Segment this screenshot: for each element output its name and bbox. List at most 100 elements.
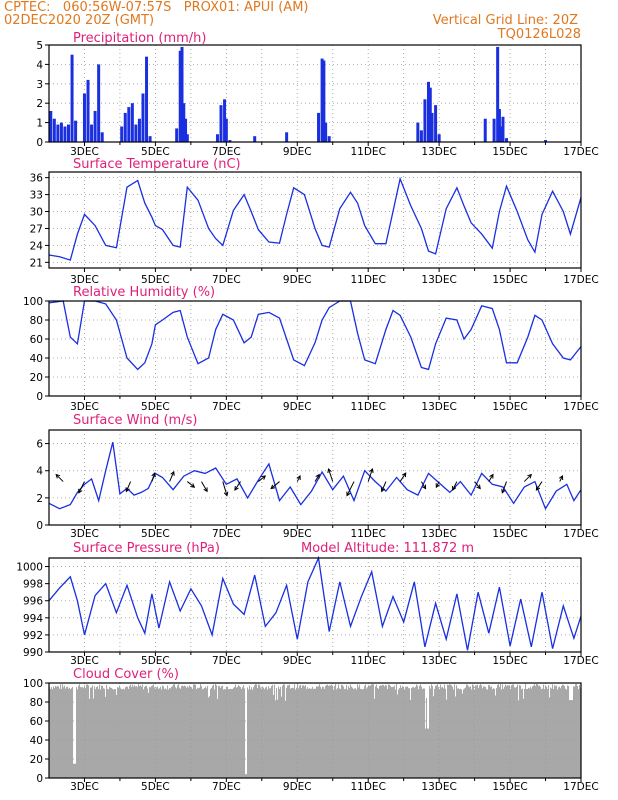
cloud-cover-bar [116, 694, 118, 778]
cloud-cover-bar [538, 685, 540, 778]
wind-arrow [559, 475, 563, 482]
cloud-cover-bar [510, 688, 512, 778]
cloud-cover-bar [451, 685, 453, 778]
precip-bar [67, 124, 71, 142]
cloud-cover-bar [498, 684, 500, 778]
cloud-cover-bar [53, 686, 55, 778]
cloud-cover-bar [561, 686, 563, 778]
cloud-cover-bar [261, 688, 263, 778]
cloud-cover-bar [417, 685, 419, 778]
cloud-cover-bar [333, 689, 335, 778]
cloud-cover-bar [54, 688, 56, 778]
precip-bar [501, 116, 505, 142]
cloud-cover-bar [102, 685, 104, 778]
cloud-cover-bar [206, 688, 208, 778]
temperature-xtick-label: 15DEC [492, 274, 527, 286]
cloud-cover-bar [502, 684, 504, 778]
pressure-xtick-label: 15DEC [492, 655, 527, 667]
cloud-cover-bar [79, 684, 81, 778]
cloud-cover-bar [80, 687, 82, 778]
cloud-cover-bar [98, 688, 100, 778]
cloud-cover-bar [305, 685, 307, 778]
cloud-cover-bar [244, 688, 246, 778]
cloud-cover-bar [486, 689, 488, 778]
wind-arrow-head [369, 467, 374, 473]
cloud-cover-bar [515, 687, 517, 778]
precip-bar [426, 81, 430, 142]
cloud-cover-bar [193, 684, 195, 778]
cloud-cover-bar [381, 685, 383, 778]
cloud-cover-bar [402, 686, 404, 778]
cloud-cover-bar [190, 686, 192, 778]
wind-arrow [399, 472, 407, 482]
cloud-cover-bar [540, 686, 542, 778]
cloud-cover-bar [324, 688, 326, 778]
cloud-cover-bar [128, 688, 130, 778]
cloud-cover-bar [93, 698, 95, 778]
cloud-cover-bar [161, 689, 163, 778]
cloud-cover-bar [454, 684, 456, 778]
cloud-cover-bar [292, 687, 294, 778]
cloud-cover-bar [139, 685, 141, 778]
pressure-ytick-label: 994 [23, 613, 43, 625]
cloud-cover-bar [537, 684, 539, 778]
cloud-cover-bar [378, 688, 380, 778]
wind-arrow-head [380, 487, 386, 493]
cloud-cover-bar [59, 688, 61, 778]
wind-arrow [125, 481, 132, 492]
cloud-cover-xtick-label: 11DEC [350, 781, 385, 793]
cloud-cover-bar [501, 689, 503, 778]
wind-arrow-head [270, 484, 276, 490]
precipitation-xtick-label: 5DEC [141, 146, 170, 158]
cloud-cover-bar [131, 687, 133, 778]
cloud-cover-bar [385, 684, 387, 778]
temperature-xtick-label: 3DEC [70, 274, 99, 286]
precip-bar [253, 136, 257, 142]
wind-arrow-head [435, 483, 440, 489]
wind-ytick-label: 4 [36, 466, 43, 478]
cloud-cover-bar [329, 685, 331, 778]
cloud-cover-bar [63, 687, 65, 778]
cloud-cover-bar [308, 688, 310, 778]
temperature-title: Surface Temperature (nC) [73, 157, 241, 172]
cloud-cover-bar [479, 685, 481, 778]
pressure-line [48, 555, 582, 651]
cloud-cover-bar [554, 685, 556, 778]
cloud-cover-bar [223, 689, 225, 778]
cloud-cover-bar [542, 688, 544, 778]
cloud-cover-bar [376, 684, 378, 778]
cloud-cover-bar [535, 685, 537, 778]
cloud-cover-bar [427, 728, 429, 778]
cloud-cover-xtick-label: 17DEC [563, 781, 598, 793]
cloud-cover-bar [121, 689, 123, 778]
cloud-cover-bar [247, 687, 249, 778]
cloud-cover-bar [469, 687, 471, 778]
cloud-cover-bar [350, 684, 352, 778]
cloud-cover-bar [379, 685, 381, 778]
cloud-cover-bar [240, 687, 242, 778]
cloud-cover-bar [511, 685, 513, 778]
cloud-cover-bar [283, 684, 285, 778]
cloud-cover-bar [304, 686, 306, 778]
cloud-cover-bar [125, 687, 127, 778]
humidity-line [48, 300, 582, 371]
cloud-cover-bar [88, 685, 90, 778]
cloud-cover-bar [96, 687, 98, 778]
cloud-cover-bar [303, 685, 305, 778]
cloud-cover-bar [562, 684, 564, 778]
cloud-cover-bar [239, 686, 241, 778]
wind-arrow-head [527, 473, 532, 479]
cloud-cover-bar [395, 689, 397, 778]
cloud-cover-bar [465, 687, 467, 778]
cloud-cover-bar [162, 685, 164, 778]
humidity-xtick-label: 5DEC [141, 401, 170, 413]
cloud-cover-bar [549, 697, 551, 778]
wind-arrow [169, 471, 175, 482]
precip-bar [320, 58, 324, 142]
precip-bar [215, 134, 219, 142]
cloud-cover-bar [249, 685, 251, 778]
cloud-cover-bar [521, 689, 523, 778]
cloud-cover-bar [253, 687, 255, 778]
cloud-cover-bar [259, 684, 261, 778]
cloud-cover-bar [323, 686, 325, 778]
